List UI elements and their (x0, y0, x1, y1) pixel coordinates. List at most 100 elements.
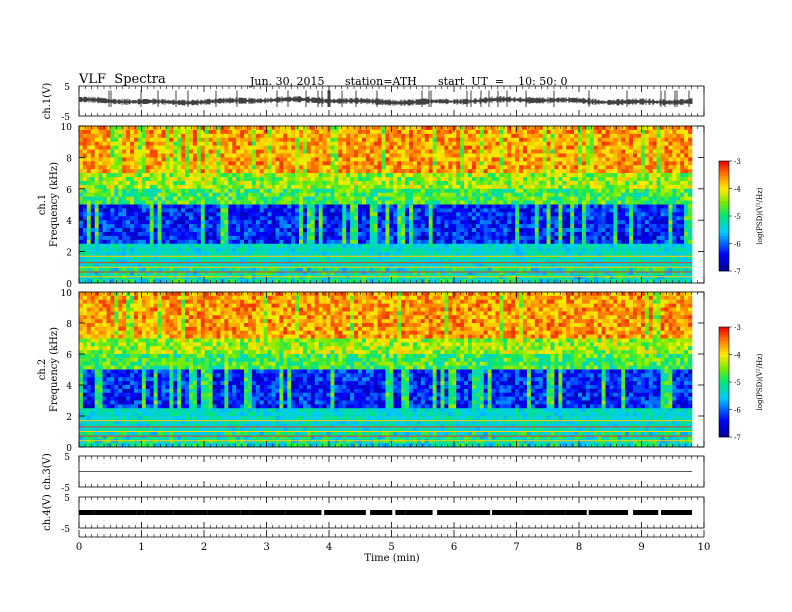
spectrogram-cell (310, 184, 316, 190)
spectrogram-cell (436, 204, 441, 209)
spectrogram-cell (118, 133, 123, 139)
spectrogram-cell (530, 161, 536, 166)
spectrogram-cell (397, 161, 402, 166)
spectrogram-cell (617, 161, 622, 166)
spectrogram-cell (98, 177, 103, 182)
spectrogram-cell (291, 180, 296, 186)
spectrogram-cell (385, 231, 390, 237)
spectrogram-cell (322, 173, 327, 178)
spectrogram-cell (609, 141, 614, 146)
spectrogram-cell (90, 235, 96, 241)
spectrogram-cell (550, 180, 555, 186)
spectrogram-cell (546, 220, 551, 225)
spectrogram-cell (413, 180, 418, 186)
spectrogram-cell (424, 129, 430, 135)
spectrogram-cell (597, 169, 602, 174)
spectrogram-cell (385, 208, 390, 213)
spectrogram-cell (444, 200, 449, 205)
spectrogram-cell (157, 224, 162, 229)
spectrogram-cell (106, 184, 111, 190)
spectrogram-cell (507, 165, 512, 170)
spectrogram-cell (636, 157, 642, 162)
spectrogram-cell (680, 165, 685, 170)
spectrogram-cell (314, 208, 319, 213)
spectrogram-cell (468, 239, 473, 245)
spectrogram-cell (177, 212, 182, 217)
spectrogram-cell (79, 224, 84, 229)
spectrogram-cell (94, 161, 99, 166)
spectrogram-cell (204, 184, 209, 190)
spectrogram-cell (149, 188, 154, 194)
spectrogram-cell (122, 149, 127, 154)
spectrogram-cell (664, 235, 669, 241)
spectrogram-cell (322, 220, 327, 225)
spectrogram-cell (428, 200, 433, 205)
spectrogram-cell (377, 239, 382, 245)
spectrogram-cell (491, 196, 496, 201)
spectrogram-cell (134, 137, 139, 142)
spectrogram-cell (570, 180, 575, 186)
spectrogram-cell (515, 126, 520, 131)
spectrogram-cell (664, 196, 669, 201)
spectrogram-cell (448, 196, 453, 201)
spectrogram-cell (350, 180, 355, 186)
spectrogram-cell (361, 126, 367, 131)
spectrogram-cell (487, 161, 492, 166)
spectrogram-cell (137, 204, 143, 209)
spectrogram-cell (409, 157, 414, 162)
spectrogram-cell (204, 204, 209, 209)
spectrogram-cell (621, 177, 626, 182)
spectrogram-cell (597, 228, 602, 233)
spectrogram-cell (597, 153, 602, 158)
spectrogram-cell (550, 188, 555, 194)
spectrogram-cell (416, 137, 422, 142)
spectrogram-cell (228, 137, 233, 142)
spectrogram-cell (149, 149, 154, 154)
spectrogram-cell (224, 153, 229, 158)
spectrogram-cell (149, 239, 154, 245)
spectrogram-cell (212, 145, 217, 150)
spectrogram-cell (283, 129, 288, 135)
spectrogram-cell (247, 126, 253, 131)
spectrogram-cell (220, 239, 225, 245)
spectrogram-cell (216, 204, 221, 209)
spectrogram-cell (436, 126, 441, 131)
spectrogram-cell (377, 173, 382, 178)
spectrogram-cell (479, 149, 485, 154)
spectrogram-cell (141, 243, 147, 248)
spectrogram-cell (208, 161, 213, 166)
spectrogram-cell (79, 212, 84, 217)
spectrogram-cell (165, 188, 170, 194)
spectrogram-cell (507, 196, 512, 201)
spectrogram-cell (625, 235, 630, 241)
spectrogram-cell (542, 153, 547, 158)
spectrogram-cell (550, 204, 555, 209)
spectrogram-cell (432, 212, 437, 217)
spectrogram-cell (397, 192, 402, 197)
spectrogram-cell (530, 165, 536, 170)
spectrogram-cell (652, 137, 657, 142)
spectrogram-cell (208, 239, 213, 245)
spectrogram-cell (578, 224, 583, 229)
spectrogram-cell (668, 137, 673, 142)
spectrogram-cell (676, 149, 681, 154)
spectrogram-cell (542, 228, 547, 233)
spectrogram-cell (169, 145, 174, 150)
spectrogram-cell (413, 243, 418, 248)
spectrogram-cell (656, 204, 661, 209)
spectrogram-cell (660, 161, 665, 166)
spectrogram-cell (318, 216, 323, 221)
spectrogram-cell (98, 141, 103, 146)
spectrogram-cell (656, 149, 661, 154)
spectrogram-cell (479, 133, 485, 139)
spectrogram-cell (208, 149, 213, 154)
spectrogram-cell (660, 188, 665, 194)
spectrogram-cell (550, 165, 555, 170)
spectrogram-cell (617, 137, 622, 142)
spectrogram-cell (251, 180, 257, 186)
spectrogram-cell (684, 235, 689, 241)
spectrogram-cell (479, 192, 485, 197)
spectrogram-cell (259, 231, 264, 237)
spectrogram-cell (228, 208, 233, 213)
spectrogram-cell (593, 173, 598, 178)
